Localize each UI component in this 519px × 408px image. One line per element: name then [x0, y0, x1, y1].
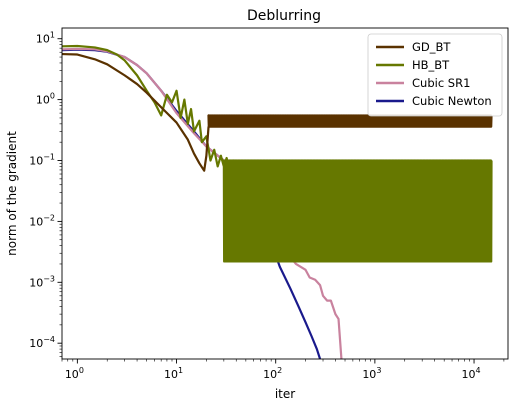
y-tick-label: 10−4 — [29, 335, 55, 350]
x-tick-label: 100 — [65, 366, 84, 381]
x-tick-label: 102 — [263, 366, 282, 381]
legend-label: Cubic SR1 — [412, 76, 470, 90]
legend-frame — [367, 33, 503, 117]
legend-item-cubic-sr1: Cubic SR1 — [376, 76, 470, 90]
plot-frame — [61, 27, 509, 360]
series-line-hb-bt — [62, 44, 493, 263]
legend-label: GD_BT — [412, 40, 451, 54]
legend-item-cubic-newton: Cubic Newton — [376, 94, 492, 108]
legend-label: HB_BT — [412, 58, 450, 72]
y-tick-label: 101 — [36, 31, 55, 46]
x-tick-label: 103 — [362, 366, 381, 381]
chart-title: Deblurring — [247, 8, 321, 24]
y-tick-label: 10−2 — [29, 213, 55, 228]
series-gd-bt — [62, 52, 493, 172]
legend-label: Cubic Newton — [412, 94, 492, 108]
legend: GD_BT HB_BT Cubic SR1 Cubic Newton — [367, 33, 503, 117]
x-axis-label: iter — [275, 387, 295, 401]
y-tick-label: 100 — [36, 92, 55, 107]
y-axis-label: norm of the gradient — [5, 131, 19, 256]
series-layer — [62, 44, 493, 359]
x-axis-ticks: 100 101 102 103 104 — [61, 359, 505, 381]
series-hb-bt — [62, 44, 493, 263]
y-tick-label: 10−3 — [29, 274, 55, 289]
x-tick-label: 104 — [461, 366, 480, 381]
series-line-gd-bt — [62, 52, 493, 172]
y-axis-ticks: 10−4 10−3 10−2 10−1 100 101 — [29, 31, 62, 357]
legend-item-hb-bt: HB_BT — [376, 58, 450, 72]
legend-item-gd-bt: GD_BT — [376, 40, 451, 54]
x-tick-label: 101 — [164, 366, 183, 381]
y-tick-label: 10−1 — [29, 153, 55, 168]
